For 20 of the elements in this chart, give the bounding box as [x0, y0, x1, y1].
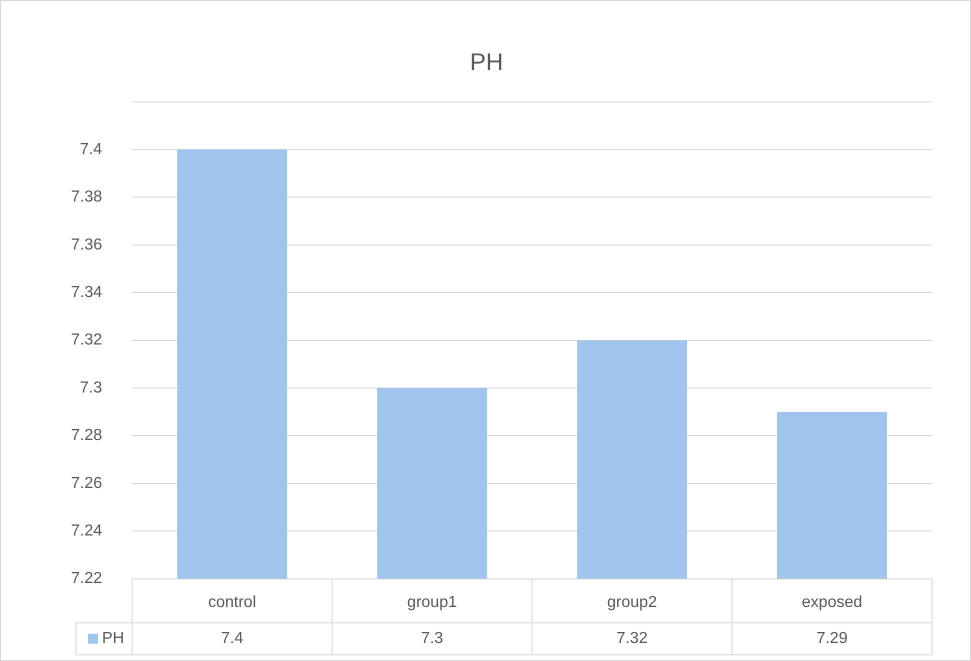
y-tick-label: 7.38	[71, 188, 102, 206]
data-label: 7.3	[420, 630, 444, 648]
y-tick-label: 7.26	[71, 474, 102, 492]
x-tick-label: control	[208, 594, 256, 611]
x-tick-label: group1	[407, 594, 458, 611]
legend-label: PH	[102, 630, 124, 648]
y-tick-label: 7.4	[80, 140, 102, 158]
y-tick-label: 7.36	[71, 236, 102, 254]
data-label: 7.32	[616, 630, 648, 648]
y-tick-label: 7.32	[71, 332, 102, 349]
y-tick-label: 7.22	[71, 570, 102, 588]
y-tick-label: 7.28	[71, 427, 102, 444]
x-tick-label: exposed	[802, 594, 862, 611]
x-tick-label: group2	[607, 594, 658, 611]
chart-title: PH	[470, 49, 504, 76]
y-tick-label: 7.3	[80, 379, 102, 396]
y-tick-label: 7.24	[71, 522, 102, 540]
data-label: 7.4	[221, 630, 244, 648]
data-label: 7.29	[816, 630, 848, 648]
y-tick-label: 7.34	[71, 284, 102, 302]
